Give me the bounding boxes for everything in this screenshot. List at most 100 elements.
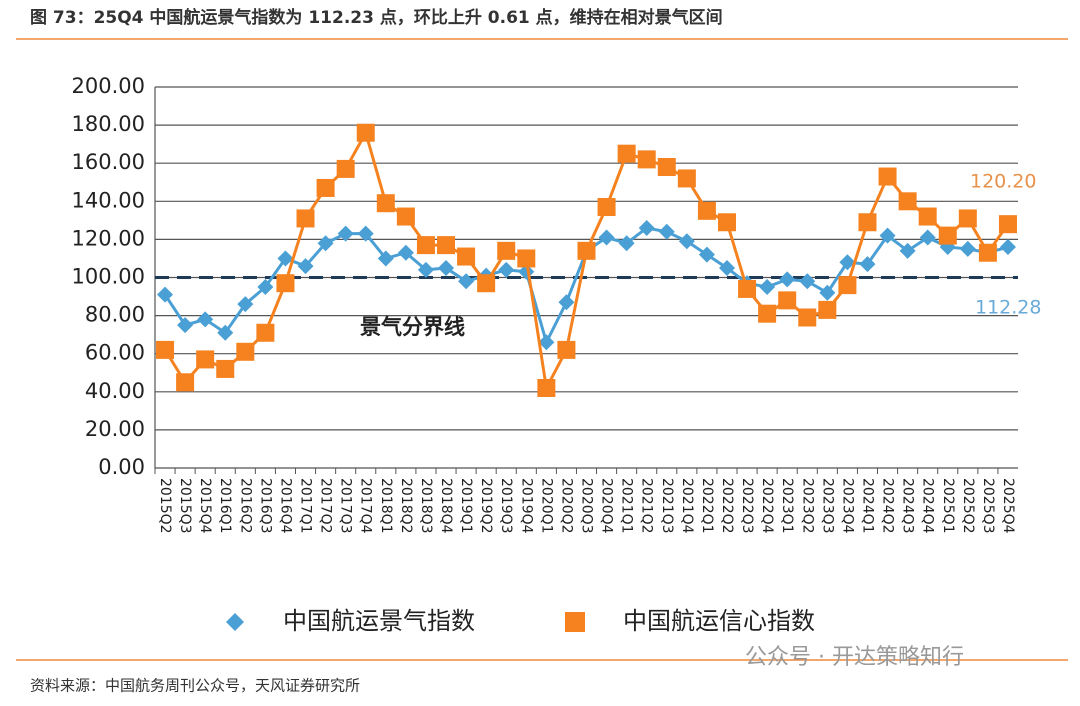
x-tick-label: 2024Q1 xyxy=(859,478,875,534)
point xyxy=(657,158,676,177)
x-tick-label: 2021Q3 xyxy=(659,478,675,534)
x-tick-label: 2017Q3 xyxy=(338,478,354,534)
point xyxy=(477,274,496,293)
point xyxy=(899,242,916,259)
point xyxy=(457,247,476,266)
point xyxy=(998,215,1017,234)
point xyxy=(558,294,575,311)
point xyxy=(377,250,394,267)
x-tick-label: 2024Q4 xyxy=(920,478,936,534)
point xyxy=(216,359,235,378)
x-tick-label: 2016Q2 xyxy=(237,478,253,534)
point xyxy=(959,240,976,257)
x-tick-label: 2025Q2 xyxy=(960,478,976,534)
point xyxy=(678,233,695,250)
x-tick-label: 2022Q1 xyxy=(699,478,715,534)
point xyxy=(357,225,374,242)
point xyxy=(618,235,635,252)
reference-label: 景气分界线 xyxy=(360,315,465,339)
chart-title: 图 73：25Q4 中国航运景气指数为 112.23 点，环比上升 0.61 点… xyxy=(30,7,723,28)
y-tick-label: 40.00 xyxy=(85,379,145,403)
point xyxy=(759,279,776,296)
y-tick-label: 20.00 xyxy=(85,417,145,441)
point xyxy=(779,271,796,288)
point xyxy=(497,241,516,260)
x-tick-label: 2019Q1 xyxy=(458,478,474,534)
point xyxy=(337,225,354,242)
point xyxy=(958,209,977,228)
point xyxy=(919,229,936,246)
y-tick-label: 180.00 xyxy=(72,112,145,136)
x-tick-label: 2018Q3 xyxy=(418,478,434,534)
point xyxy=(376,194,395,213)
x-tick-label: 2024Q3 xyxy=(900,478,916,534)
point xyxy=(197,311,214,328)
point xyxy=(438,259,455,276)
point xyxy=(859,256,876,273)
x-tick-label: 2019Q4 xyxy=(518,478,534,534)
point xyxy=(677,169,696,188)
x-tick-label: 2022Q2 xyxy=(719,478,735,534)
point xyxy=(617,144,636,163)
x-tick-label: 2020Q2 xyxy=(558,478,574,534)
x-tick-label: 2020Q4 xyxy=(599,478,615,534)
source: 资料来源：中国航务周刊公众号，天风证券研究所 xyxy=(30,677,360,695)
point xyxy=(537,378,556,397)
x-tick-label: 2022Q4 xyxy=(759,478,775,534)
x-tick-label: 2018Q4 xyxy=(438,478,454,534)
point xyxy=(237,296,254,313)
x-tick-label: 2025Q4 xyxy=(1000,478,1016,534)
point xyxy=(758,304,777,323)
y-tick-label: 0.00 xyxy=(98,455,145,479)
point xyxy=(557,340,576,359)
annotation: 112.28 xyxy=(975,297,1041,319)
x-tick-label: 2023Q4 xyxy=(839,478,855,534)
x-tick-label: 2021Q4 xyxy=(679,478,695,534)
point xyxy=(798,308,817,327)
point xyxy=(637,150,656,169)
x-tick-label: 2021Q1 xyxy=(619,478,635,534)
legend-swatch xyxy=(565,612,585,632)
point xyxy=(698,246,715,263)
point xyxy=(597,198,616,217)
point xyxy=(638,219,655,236)
point xyxy=(297,258,314,275)
x-tick-label: 2016Q3 xyxy=(257,478,273,534)
point xyxy=(918,207,937,226)
x-tick-label: 2016Q4 xyxy=(277,478,293,534)
point xyxy=(396,207,415,226)
point xyxy=(598,229,615,246)
y-tick-label: 80.00 xyxy=(85,303,145,327)
x-tick-label: 2019Q2 xyxy=(478,478,494,534)
point xyxy=(778,291,797,310)
x-tick-label: 2021Q2 xyxy=(639,478,655,534)
y-tick-label: 120.00 xyxy=(72,226,145,250)
point xyxy=(819,284,836,301)
x-tick-label: 2020Q1 xyxy=(538,478,554,534)
x-tick-label: 2025Q3 xyxy=(980,478,996,534)
x-tick-label: 2018Q2 xyxy=(398,478,414,534)
legend-swatch xyxy=(226,613,244,631)
y-tick-label: 200.00 xyxy=(72,74,145,98)
point xyxy=(718,259,735,276)
point xyxy=(177,317,194,334)
y-tick-label: 60.00 xyxy=(85,341,145,365)
point xyxy=(498,261,515,278)
point xyxy=(938,226,957,245)
point xyxy=(236,342,255,361)
x-tick-label: 2015Q2 xyxy=(157,478,173,534)
y-tick-label: 160.00 xyxy=(72,150,145,174)
point xyxy=(176,373,195,392)
point xyxy=(157,286,174,303)
x-tick-label: 2016Q1 xyxy=(217,478,233,534)
point xyxy=(217,324,234,341)
watermark: 公众号 · 开达策略知行 xyxy=(745,645,964,670)
legend-label: 中国航运景气指数 xyxy=(283,607,475,635)
point xyxy=(717,213,736,232)
legend-label: 中国航运信心指数 xyxy=(623,607,815,635)
x-tick-label: 2015Q3 xyxy=(177,478,193,534)
point xyxy=(317,235,334,252)
point xyxy=(898,192,917,211)
point xyxy=(879,227,896,244)
